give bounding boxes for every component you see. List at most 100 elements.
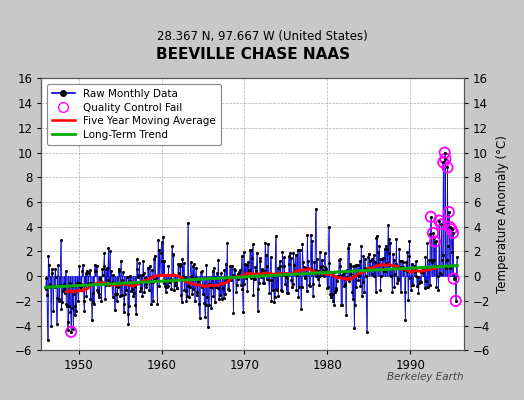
Point <box>206 284 214 290</box>
Point <box>414 290 423 296</box>
Point <box>183 293 191 300</box>
Point <box>448 248 456 255</box>
Point <box>296 247 304 254</box>
Point <box>419 268 428 275</box>
Point <box>425 282 434 289</box>
Point <box>380 268 388 274</box>
Point <box>300 275 309 282</box>
Point <box>90 262 99 268</box>
Point <box>432 238 440 244</box>
Point <box>96 278 105 284</box>
Point <box>373 233 381 239</box>
Point <box>352 262 360 268</box>
Point <box>141 283 150 290</box>
Point <box>281 281 289 288</box>
Point <box>199 291 207 298</box>
Point <box>407 286 415 293</box>
Point <box>366 258 374 264</box>
Point <box>61 290 69 296</box>
Point <box>370 272 378 279</box>
Point <box>391 271 399 277</box>
Point <box>52 274 60 280</box>
Point <box>420 285 429 292</box>
Point <box>328 294 336 300</box>
Point <box>135 272 143 278</box>
Point <box>62 301 70 307</box>
Point <box>400 266 408 273</box>
Point <box>386 240 395 246</box>
Point <box>222 260 230 267</box>
Point <box>85 267 94 273</box>
Point <box>210 265 218 271</box>
Point <box>367 264 375 270</box>
Point <box>255 255 264 262</box>
Title: BEEVILLE CHASE NAAS: BEEVILLE CHASE NAAS <box>156 47 350 62</box>
Point <box>241 261 249 268</box>
Point <box>133 256 141 262</box>
Point <box>405 238 413 244</box>
Point <box>178 256 187 262</box>
Point <box>190 261 198 267</box>
Point <box>354 262 362 268</box>
Point <box>68 282 77 289</box>
Point <box>126 272 135 279</box>
Point <box>235 269 243 276</box>
Point <box>72 308 80 314</box>
Point <box>103 265 111 272</box>
Point <box>157 250 165 256</box>
Point <box>143 276 151 283</box>
Point <box>162 277 171 283</box>
Point <box>452 262 461 268</box>
Point <box>402 259 410 266</box>
Point <box>344 241 353 247</box>
Point <box>263 263 271 270</box>
Point <box>57 306 66 312</box>
Point <box>45 262 53 268</box>
Point <box>296 270 304 276</box>
Point <box>319 266 328 273</box>
Point <box>94 294 103 300</box>
Point <box>239 309 247 316</box>
Point <box>216 291 224 298</box>
Point <box>421 254 430 260</box>
Point <box>152 273 161 279</box>
Point <box>437 221 445 228</box>
Point <box>117 258 125 264</box>
Point <box>409 282 417 288</box>
Point <box>57 237 65 244</box>
Point <box>116 293 124 299</box>
Point <box>109 272 117 278</box>
Point <box>305 282 313 288</box>
Point <box>412 273 421 279</box>
Point <box>120 300 128 307</box>
Point <box>346 271 355 277</box>
Point <box>449 230 457 236</box>
Point <box>152 278 160 284</box>
Point <box>79 298 88 304</box>
Point <box>269 273 278 280</box>
Point <box>431 238 439 245</box>
Point <box>100 250 108 256</box>
Point <box>256 257 265 264</box>
Point <box>185 284 194 290</box>
Point <box>315 281 323 288</box>
Point <box>87 280 95 287</box>
Point <box>226 277 235 283</box>
Point <box>318 256 326 263</box>
Point <box>231 267 239 274</box>
Point <box>89 299 97 305</box>
Point <box>302 265 310 271</box>
Point <box>213 270 221 276</box>
Point <box>174 260 182 267</box>
Point <box>228 263 236 270</box>
Point <box>245 272 254 278</box>
Point <box>231 273 239 279</box>
Point <box>189 263 197 270</box>
Point <box>274 264 282 271</box>
Point <box>97 297 106 304</box>
Point <box>163 284 171 291</box>
Point <box>215 296 223 302</box>
Point <box>397 263 406 270</box>
Point <box>441 156 450 162</box>
Point <box>274 293 282 300</box>
